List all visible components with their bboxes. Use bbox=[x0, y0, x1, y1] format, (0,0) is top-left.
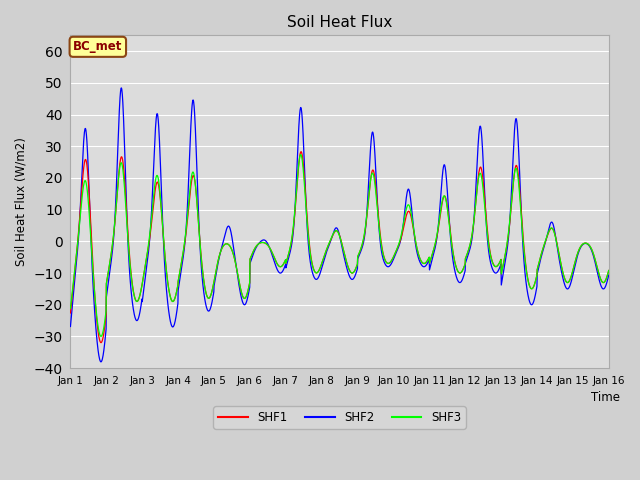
X-axis label: Time: Time bbox=[591, 392, 620, 405]
Text: BC_met: BC_met bbox=[73, 40, 122, 53]
Legend: SHF1, SHF2, SHF3: SHF1, SHF2, SHF3 bbox=[213, 407, 466, 429]
Title: Soil Heat Flux: Soil Heat Flux bbox=[287, 15, 392, 30]
Y-axis label: Soil Heat Flux (W/m2): Soil Heat Flux (W/m2) bbox=[15, 137, 28, 266]
